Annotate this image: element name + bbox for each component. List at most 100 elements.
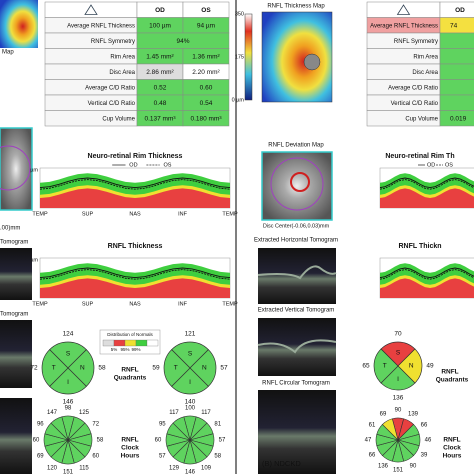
quadrant-letter: S <box>66 350 71 357</box>
scale-label: 0 µm <box>232 97 245 103</box>
section-title: RNFL <box>121 367 138 374</box>
table-value: 1.36 mm² <box>192 53 220 60</box>
normals-label: 99% <box>131 347 140 352</box>
quadrant-sector <box>49 367 87 395</box>
section-title: RNFL <box>441 369 458 376</box>
clock-value: 58 <box>97 438 104 444</box>
fundus-image <box>0 127 33 211</box>
quadrant-value: 58 <box>98 365 106 372</box>
clock-value: 90 <box>395 408 402 414</box>
retina-profile <box>257 265 337 280</box>
row-label: Cup Volume <box>102 116 135 122</box>
scan-circle <box>270 157 324 211</box>
axis-unit: µm <box>30 257 38 263</box>
clock-value: 129 <box>169 465 180 471</box>
clock-value: 90 <box>410 464 417 470</box>
quadrant-value: 59 <box>152 365 160 372</box>
clock-value: 57 <box>159 454 166 460</box>
clock-value: 81 <box>214 422 221 428</box>
normal-band-red <box>380 188 474 208</box>
normals-label: 95% <box>120 347 129 352</box>
table-value: 94% <box>176 38 189 45</box>
quadrant-letter: I <box>67 379 69 386</box>
quadrant-sector <box>397 348 423 384</box>
table-value: 0.180 mm³ <box>190 115 222 122</box>
retina-profile <box>257 339 337 354</box>
clock-value: 136 <box>378 464 389 470</box>
quadrant-value: 146 <box>63 399 74 406</box>
table-value: 2.86 mm² <box>146 69 174 76</box>
tomogram-image <box>258 390 336 474</box>
deviation-map <box>261 151 333 221</box>
x-axis-label: TEMP <box>222 211 238 217</box>
chart-title: RNFL Thickn <box>398 243 441 250</box>
section-title: RNFL <box>443 437 460 444</box>
clock-value: 66 <box>369 453 376 459</box>
quadrant-value: 72 <box>30 365 38 372</box>
x-axis-label: TEMP <box>222 301 238 307</box>
x-axis-label: NAS <box>129 211 141 217</box>
os-curve <box>39 269 231 280</box>
tomogram-image <box>0 248 32 300</box>
table-value: 0.54 <box>200 100 213 107</box>
os-curve <box>379 269 474 280</box>
x-axis-label: SUP <box>82 301 94 307</box>
legend-label: OD <box>427 162 435 168</box>
quadrant-sector <box>67 349 95 387</box>
clock-value: 151 <box>393 468 404 474</box>
chart-title: Neuro-retinal Rim Th <box>385 153 454 160</box>
section-title: Hours <box>443 453 462 460</box>
normals-swatch <box>102 339 115 347</box>
table-value-cell <box>439 48 474 65</box>
tomogram-image <box>0 398 32 474</box>
warning-icon <box>396 4 411 15</box>
column-header: OS <box>201 7 211 14</box>
map-label: Map <box>2 50 14 56</box>
normals-swatch <box>146 339 159 347</box>
clock-value: 69 <box>37 454 44 460</box>
row-label: Disc Area <box>109 70 135 76</box>
map-title: RNFL Thickness Map <box>267 4 325 10</box>
normals-label: 5% <box>111 347 118 352</box>
tomogram-label: Tomogram <box>0 240 28 246</box>
quadrant-sector <box>41 349 69 387</box>
row-label: Disc Area <box>412 70 438 76</box>
quadrant-sector <box>380 341 416 367</box>
thickness-map <box>261 11 333 103</box>
disc-center: Disc Center(-0.06,0.03)mm <box>263 223 330 229</box>
column-header: OD <box>455 7 465 14</box>
quadrant-letter: N <box>80 365 85 372</box>
legend-label: OS <box>445 162 453 168</box>
tomogram-label: Tomogram <box>0 312 28 318</box>
clock-sector <box>382 418 399 442</box>
clock-value: 61 <box>369 423 376 429</box>
section-title: Hours <box>121 453 140 460</box>
clock-value: 98 <box>65 406 72 412</box>
row-label: Average RNFL Thickness <box>67 23 135 29</box>
table-value: 0.48 <box>154 100 167 107</box>
clock-value: 100 <box>185 406 196 412</box>
table-value: 94 µm <box>197 22 215 29</box>
quadrant-letter: I <box>189 379 191 386</box>
clock-value: 58 <box>214 454 221 460</box>
warning-icon <box>84 4 98 15</box>
quadrant-sector <box>373 348 399 384</box>
table-value: 74 <box>450 22 458 29</box>
section-title: Quadrants <box>114 375 147 382</box>
legend-label: OS <box>164 162 172 168</box>
thickness-map <box>0 0 38 48</box>
quadrant-sector <box>380 365 416 391</box>
quadrant-value: 136 <box>393 395 404 402</box>
quadrant-letter: N <box>409 363 414 370</box>
od-curve <box>379 177 474 189</box>
normals-swatch <box>135 339 148 347</box>
clock-value: 125 <box>79 410 90 416</box>
clock-value: 151 <box>63 470 74 474</box>
clock-value: 60 <box>92 454 99 460</box>
row-label: Average RNFL Thickness <box>370 23 438 29</box>
section-title: Quadrants <box>436 377 469 384</box>
row-label: Rim Area <box>110 54 135 60</box>
table-value: 2.20 mm² <box>192 69 220 76</box>
quadrant-sector <box>49 341 87 369</box>
